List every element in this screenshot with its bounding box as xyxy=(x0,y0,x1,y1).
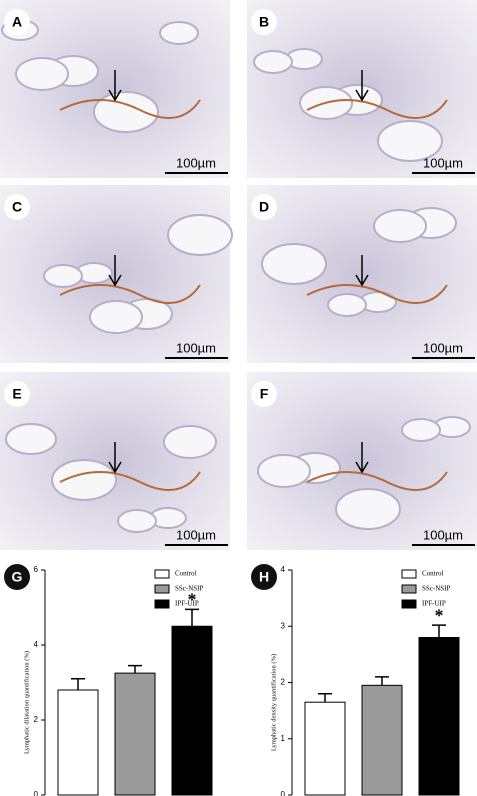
airspace xyxy=(117,509,157,533)
legend-swatch xyxy=(401,584,417,594)
bar xyxy=(418,637,460,796)
error-bar xyxy=(128,664,142,674)
panel-label: G xyxy=(12,569,23,585)
legend-label: Control xyxy=(175,570,196,578)
arrow xyxy=(355,442,369,474)
lymphatic-vessel xyxy=(59,471,201,491)
y-tick-label: 3 xyxy=(281,621,286,630)
panel-label-bg xyxy=(4,194,30,220)
airspace xyxy=(167,214,233,256)
error-bar xyxy=(432,624,446,638)
scale-label: 100µm xyxy=(423,340,463,355)
panel-label: D xyxy=(259,199,269,215)
bar xyxy=(304,701,346,796)
airspace xyxy=(159,21,199,45)
y-tick-label: 0 xyxy=(34,790,39,796)
y-tick-label: 6 xyxy=(34,565,39,574)
legend-swatch xyxy=(154,584,170,594)
y-tick-label: 4 xyxy=(281,565,286,574)
airspace xyxy=(327,293,367,317)
micrograph: A 100µm xyxy=(0,0,230,178)
panel-label-bg xyxy=(251,194,277,220)
airspace xyxy=(5,423,57,455)
scale-label: 100µm xyxy=(423,527,463,542)
airspace xyxy=(15,57,69,91)
panel-label: H xyxy=(259,569,269,585)
lymphatic-vessel xyxy=(59,284,201,304)
airspace xyxy=(89,300,143,334)
bar xyxy=(57,689,99,796)
legend-label: SSc-NSIP xyxy=(422,585,451,593)
panel-label-bg xyxy=(4,9,30,35)
scale-label: 100µm xyxy=(176,340,216,355)
legend-label: Control xyxy=(422,570,443,578)
airspace xyxy=(51,459,117,501)
bar xyxy=(114,672,156,796)
legend-swatch xyxy=(154,569,170,579)
legend-swatch xyxy=(401,569,417,579)
airspace xyxy=(93,91,159,133)
airspace xyxy=(373,209,427,243)
panel-label: C xyxy=(12,199,22,215)
panel-label: B xyxy=(259,14,269,30)
micrograph: D 100µm xyxy=(247,185,477,363)
airspace xyxy=(401,418,441,442)
micrograph: C 100µm xyxy=(0,185,233,363)
airspace xyxy=(377,120,443,162)
scale-label: 100µm xyxy=(176,155,216,170)
airspace xyxy=(253,50,293,74)
airspace xyxy=(257,454,311,488)
arrow xyxy=(108,442,122,474)
panel-label: F xyxy=(260,386,269,402)
panel-label-bg xyxy=(251,381,277,407)
airspace xyxy=(261,243,327,285)
lymphatic-vessel xyxy=(306,284,448,304)
lymphatic-vessel xyxy=(306,99,448,119)
bar xyxy=(361,684,403,796)
legend-swatch xyxy=(154,599,170,609)
legend-swatch xyxy=(401,599,417,609)
micrograph: F 100µm xyxy=(247,372,477,550)
error-bar xyxy=(375,676,389,686)
arrow xyxy=(355,255,369,287)
y-tick-label: 2 xyxy=(281,678,286,687)
y-axis-label: Lymphatic dilatation quantification (%) xyxy=(23,651,30,754)
significance-marker: * xyxy=(188,590,197,610)
panel-label-bg xyxy=(251,9,277,35)
arrow xyxy=(108,70,122,102)
legend-label: SSc-NSIP xyxy=(175,585,204,593)
bar xyxy=(171,625,213,796)
y-tick-label: 0 xyxy=(281,790,286,796)
micrograph: B 100µm xyxy=(247,0,477,178)
lymphatic-vessel xyxy=(59,99,201,119)
error-bar xyxy=(318,693,332,703)
micrograph: E 100µm xyxy=(0,372,230,550)
airspace xyxy=(43,264,83,288)
airspace xyxy=(163,425,217,459)
y-tick-label: 4 xyxy=(34,640,39,649)
airspace xyxy=(335,488,401,530)
y-tick-label: 1 xyxy=(281,734,286,743)
significance-marker: * xyxy=(435,605,444,625)
y-tick-label: 2 xyxy=(34,715,39,724)
y-axis-label: Lymphatic density quantification (%) xyxy=(270,654,277,751)
lymphatic-vessel xyxy=(306,471,448,491)
legend-label: IPF-UIP xyxy=(422,600,446,608)
panel-label-bg xyxy=(4,381,30,407)
panel-label: A xyxy=(12,14,22,30)
error-bar xyxy=(71,678,85,690)
panel-label: E xyxy=(12,386,21,402)
panel-label-bg xyxy=(251,564,277,590)
panel-label-bg xyxy=(4,564,30,590)
error-bar xyxy=(185,608,199,627)
scale-label: 100µm xyxy=(176,527,216,542)
legend-label: IPF-UIP xyxy=(175,600,199,608)
arrow xyxy=(355,70,369,102)
arrow xyxy=(108,255,122,287)
scale-label: 100µm xyxy=(423,155,463,170)
